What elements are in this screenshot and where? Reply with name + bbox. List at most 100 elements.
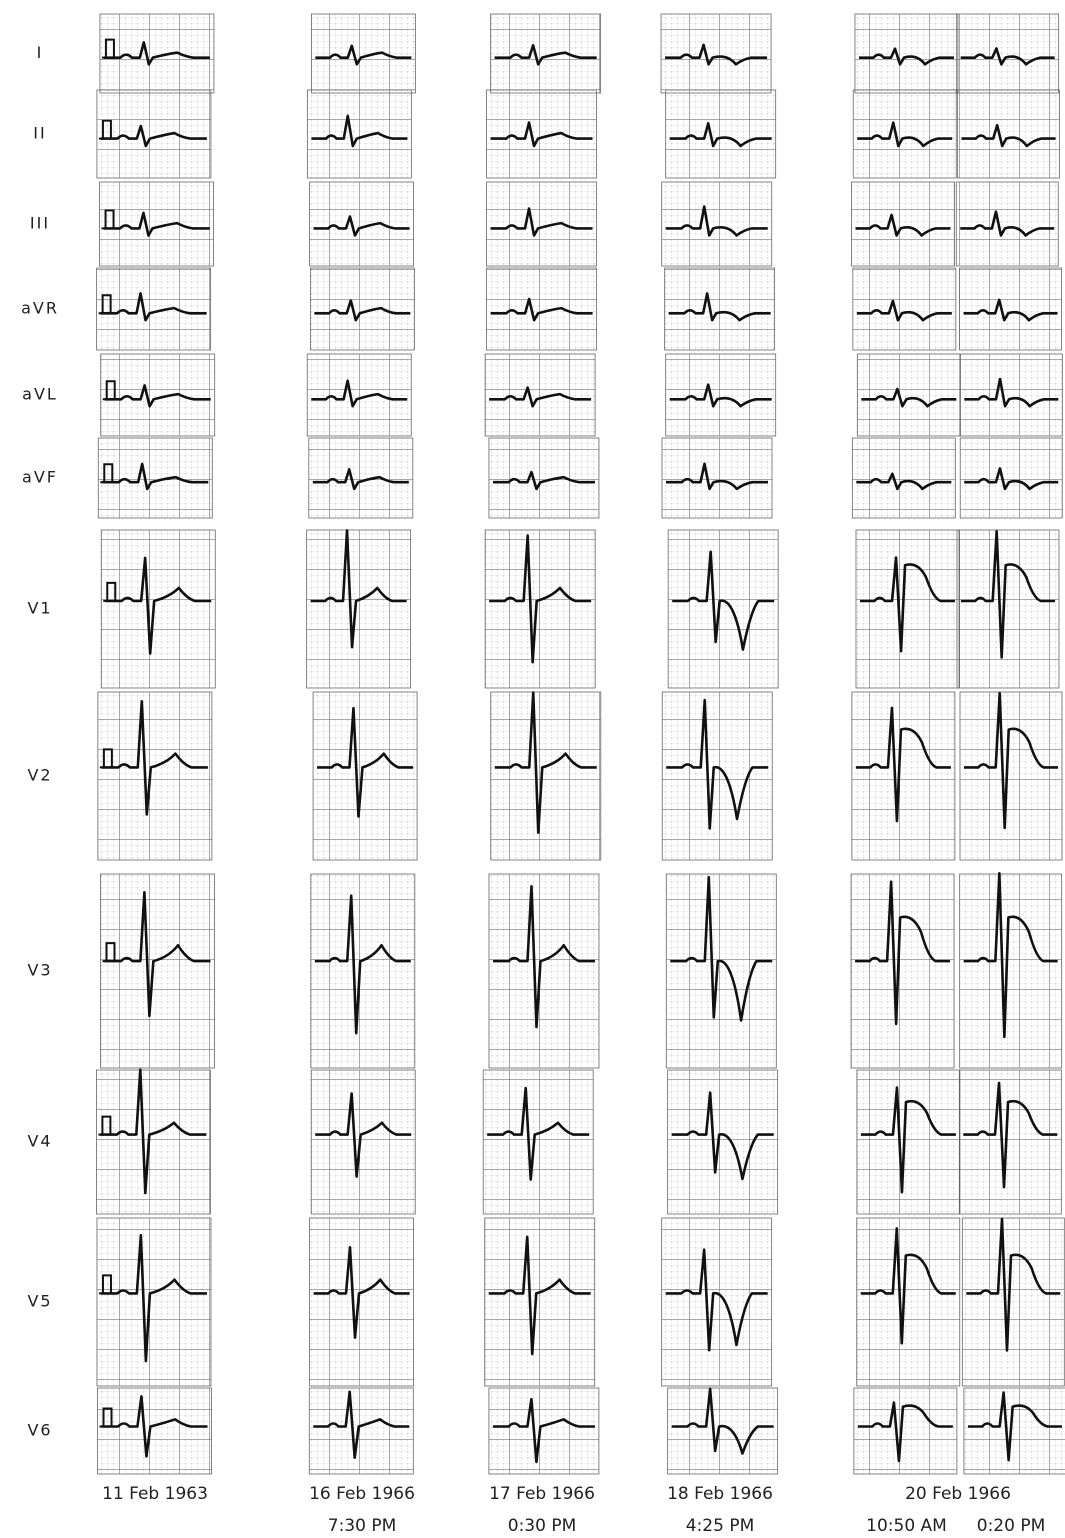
ecg-paper [99,13,215,94]
ecg-paper [959,691,1063,861]
ecg-paper [661,1217,773,1387]
ecg-strip [99,13,215,94]
ecg-strip [309,181,414,267]
ecg-strip [959,437,1063,519]
ecg-paper [309,267,415,351]
ecg-trace [494,44,597,66]
ecg-trace [313,215,410,237]
ecg-paper [665,873,777,1069]
ecg-trace [488,1235,591,1356]
ecg-trace [490,297,593,322]
lead-label: V6 [27,1421,52,1440]
ecg-strip [484,353,596,437]
ecg-trace [313,1246,410,1339]
recording-time: 4:25 PM [686,1516,755,1536]
ecg-paper [665,89,777,179]
ecg-strip [100,529,216,689]
ecg-paper [96,89,212,179]
ecg-paper [959,873,1063,1069]
ecg-paper [96,267,212,351]
ecg-trace [860,1227,956,1345]
ecg-trace [860,1086,956,1194]
ecg-paper [955,181,1059,267]
ecg-strip [310,1069,416,1215]
ecg-trace [857,1401,953,1463]
ecg-strip [312,691,418,861]
lead-label: V2 [27,766,52,785]
ecg-strip [97,691,213,861]
ecg-trace [313,1390,410,1460]
ecg-strip [958,1069,1062,1215]
ecg-paper [661,691,773,861]
ecg-paper [956,13,1060,94]
ecg-paper [306,353,412,437]
ecg-trace [105,556,212,655]
lead-label: V5 [27,1292,52,1311]
ecg-trace [666,698,769,830]
calibration-pulse [98,1115,112,1136]
ecg-trace [665,1248,768,1352]
ecg-strip [851,691,956,861]
ecg-strip [959,353,1063,437]
ecg-paper [484,353,596,437]
ecg-trace [855,213,951,237]
recording-date: 11 Feb 1963 [102,1484,208,1504]
ecg-trace [490,121,593,148]
ecg-trace [100,1233,207,1363]
ecg-paper [856,1069,961,1215]
ecg-strip [96,1068,211,1215]
ecg-trace [861,387,957,408]
ecg-paper [854,13,959,94]
ecg-trace [489,386,592,408]
ecg-paper [850,873,955,1069]
lead-label: V1 [27,599,52,618]
ecg-paper [667,529,779,689]
ecg-paper [490,13,602,94]
ecg-strip [855,529,960,689]
ecg-trace [103,211,210,237]
ecg-strip [955,181,1059,267]
ecg-paper [97,1387,212,1475]
calibration-pulse [102,942,116,963]
ecg-strip [661,437,773,519]
ecg-trace [492,884,595,1029]
ecg-paper [484,1217,596,1387]
ecg-strip [851,437,956,519]
lead-label: aVL [22,385,58,404]
ecg-trace [859,556,955,653]
ecg-strip [856,1069,961,1215]
ecg-trace [858,47,954,66]
ecg-strip [956,13,1060,94]
ecg-trace [665,205,768,237]
ecg-strip [482,1069,594,1215]
ecg-paper [664,267,776,351]
ecg-strip [486,267,598,351]
ecg-trace [665,43,768,66]
ecg-trace [310,529,407,649]
ecg-trace [100,292,207,322]
ecg-trace [857,121,953,148]
recording-date: 18 Feb 1966 [667,1484,773,1504]
ecg-paper [488,437,600,519]
ecg-trace [856,472,952,491]
ecg-strip [852,89,957,179]
ecg-trace [314,894,411,1035]
ecg-paper [958,1069,1062,1215]
ecg-strip [97,1387,212,1475]
ecg-trace [100,1068,207,1195]
ecg-paper [660,13,772,94]
ecg-trace [315,44,412,66]
ecg-strip [957,89,1060,179]
ecg-trace [311,379,408,408]
ecg-trace [671,1387,774,1455]
ecg-trace [855,880,951,1026]
ecg-trace [492,1397,595,1464]
ecg-paper [661,437,773,519]
ecg-paper [96,1217,212,1387]
ecg-trace [669,122,772,148]
recording-time: 7:30 PM [328,1516,397,1536]
ecg-paper [956,529,1060,689]
calibration-pulse [103,581,117,602]
ecg-trace [967,1391,1062,1462]
